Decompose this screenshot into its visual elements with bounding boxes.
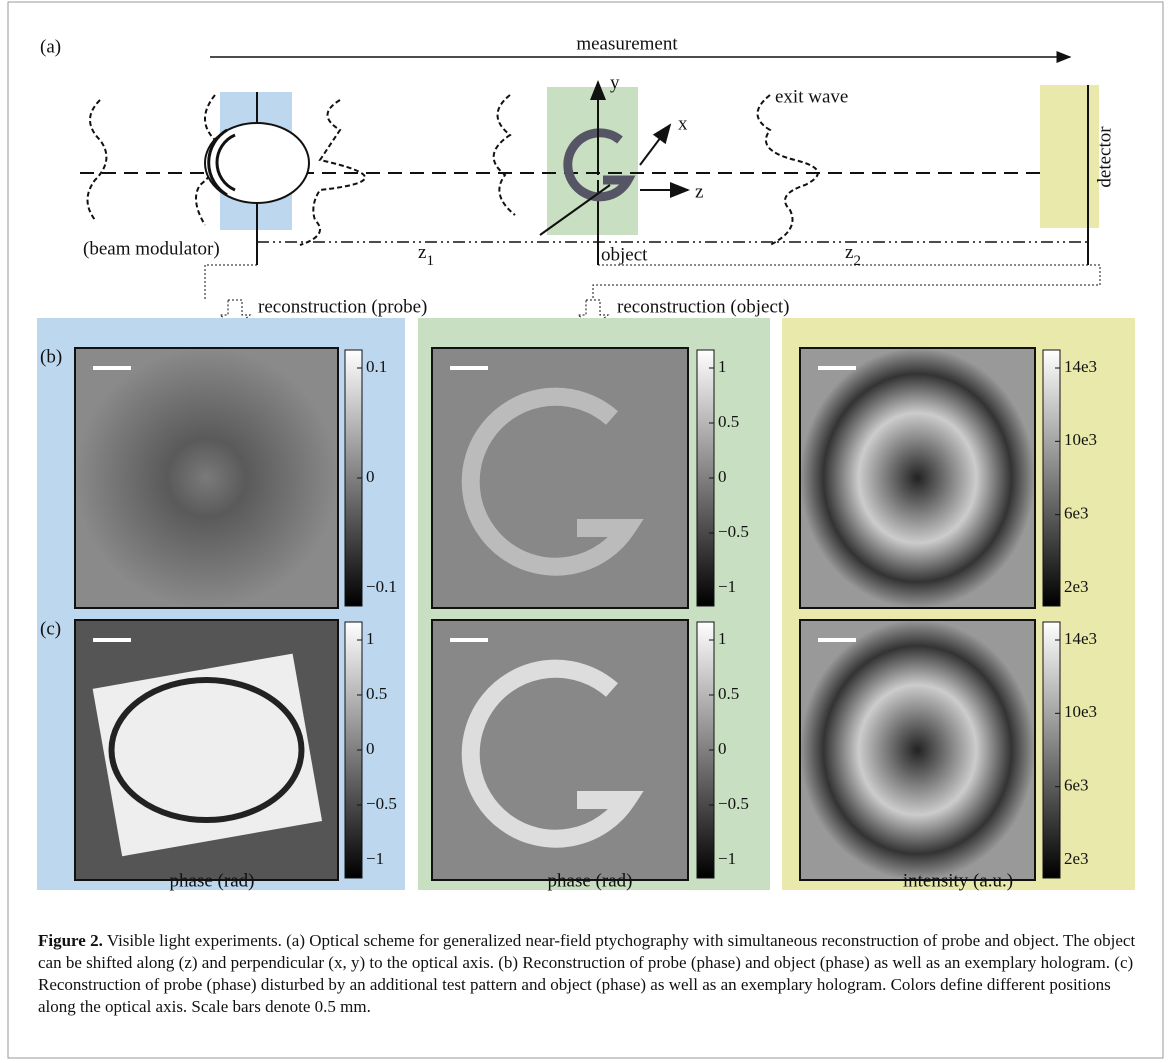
scale-bar xyxy=(818,366,856,370)
recon-object-label: reconstruction (object) xyxy=(617,296,790,317)
image xyxy=(75,348,338,608)
caption-label: Figure 2. xyxy=(38,931,103,950)
colorbar-tick-label: −0.5 xyxy=(366,794,397,813)
colorbar-tick-label: 1 xyxy=(718,357,727,376)
colorbar-tick-label: −1 xyxy=(718,577,736,596)
modulator-label: (beam modulator) xyxy=(83,238,220,259)
panel-label: (a) xyxy=(40,36,61,57)
colorbar-tick-label: 1 xyxy=(366,629,375,648)
colorbar-tick-label: 0.5 xyxy=(718,684,739,703)
image xyxy=(800,348,1035,608)
caption: Figure 2. Visible light experiments. (a)… xyxy=(38,930,1138,1018)
scale-bar xyxy=(93,638,131,642)
colorbar-tick-label: −1 xyxy=(718,849,736,868)
colorbar-tick-label: 14e3 xyxy=(1064,629,1097,648)
z1-sub: 1 xyxy=(426,253,434,269)
colorbar-tick-label: 0 xyxy=(366,467,375,486)
colorbar-tick-label: 10e3 xyxy=(1064,702,1097,721)
colorbar-tick-label: 14e3 xyxy=(1064,357,1097,376)
colorbar-tick-label: 0 xyxy=(718,739,727,758)
row-label: (b) xyxy=(40,346,62,367)
colorbar-tick-label: 6e3 xyxy=(1064,504,1089,523)
test-pattern xyxy=(93,654,322,857)
x-label: intensity (a.u.) xyxy=(903,870,1013,891)
colorbar-tick-label: 1 xyxy=(718,629,727,648)
colorbar xyxy=(1043,622,1060,878)
colorbar-tick-label: 0.5 xyxy=(366,684,387,703)
colorbar xyxy=(1043,350,1060,606)
detector-plane xyxy=(1040,85,1099,228)
z2-sub: 2 xyxy=(853,253,861,269)
z1-label: z1 xyxy=(418,242,434,269)
colorbar-tick-label: −0.5 xyxy=(718,794,749,813)
colorbar-tick-label: −0.1 xyxy=(366,577,397,596)
row-label: (c) xyxy=(40,618,61,639)
colorbar-tick-label: 0.5 xyxy=(718,412,739,431)
wavefronts xyxy=(88,95,818,245)
x-label: phase (rad) xyxy=(548,870,633,891)
axis-y-label: y xyxy=(610,72,620,93)
colorbar-tick-label: 0.1 xyxy=(366,357,387,376)
exit-wave-label: exit wave xyxy=(775,86,848,107)
colorbar-tick-label: 0 xyxy=(718,467,727,486)
colorbar-tick-label: 6e3 xyxy=(1064,776,1089,795)
object-label: object xyxy=(601,244,648,265)
colorbar-tick-label: 0 xyxy=(366,739,375,758)
axis-z-label: z xyxy=(695,181,703,202)
object-plane xyxy=(547,87,638,235)
scale-bar xyxy=(450,366,488,370)
axis-x-label: x xyxy=(678,113,688,134)
colorbar-tick-label: −1 xyxy=(366,849,384,868)
measurement-label: measurement xyxy=(576,33,678,54)
detector-label: detector xyxy=(1094,126,1115,188)
x-arrow xyxy=(640,125,670,165)
colorbar-tick-label: −0.5 xyxy=(718,522,749,541)
colorbar-tick-label: 2e3 xyxy=(1064,577,1089,596)
image xyxy=(800,620,1035,880)
colorbar-tick-label: 2e3 xyxy=(1064,849,1089,868)
z1-base: z xyxy=(418,242,426,263)
scale-bar xyxy=(818,638,856,642)
scale-bar xyxy=(450,638,488,642)
z2-base: z xyxy=(845,242,853,263)
caption-text: Visible light experiments. (a) Optical s… xyxy=(38,931,1135,1016)
figure: (a) measurement exit wave x y z detector… xyxy=(0,0,1171,1063)
figure-graphic: (a) measurement exit wave x y z detector… xyxy=(0,0,1171,1063)
scale-bar xyxy=(93,366,131,370)
colorbar-tick-label: 10e3 xyxy=(1064,430,1097,449)
recon-paths xyxy=(205,265,1100,300)
x-label: phase (rad) xyxy=(170,870,255,891)
recon-probe-label: reconstruction (probe) xyxy=(258,296,427,317)
